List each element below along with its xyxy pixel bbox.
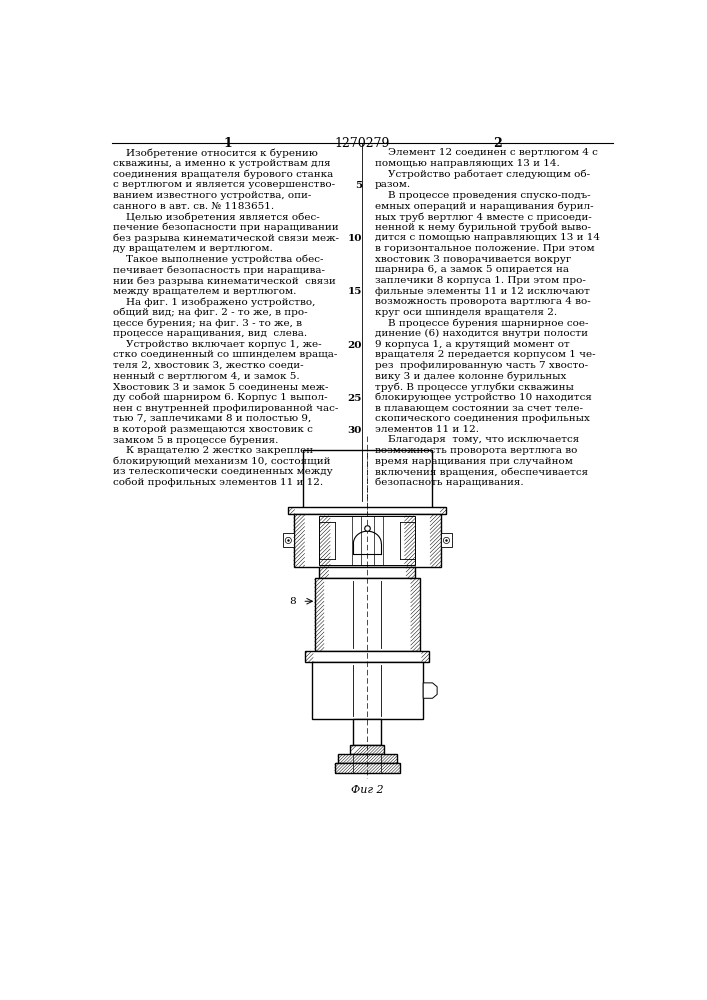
Text: Хвостовик 3 и замок 5 соединены меж-: Хвостовик 3 и замок 5 соединены меж- [113, 382, 329, 391]
Text: возможность проворота вертлюга во: возможность проворота вертлюга во [375, 446, 578, 455]
Polygon shape [320, 567, 416, 578]
Text: ванием известного устройства, опи-: ванием известного устройства, опи- [113, 191, 312, 200]
Text: Фиг 2: Фиг 2 [351, 785, 384, 795]
Text: шарнира 6, а замок 5 опирается на: шарнира 6, а замок 5 опирается на [375, 265, 569, 274]
Text: ду собой шарниром 6. Корпус 1 выпол-: ду собой шарниром 6. Корпус 1 выпол- [113, 393, 328, 402]
Text: дится с помощью направляющих 13 и 14: дится с помощью направляющих 13 и 14 [375, 233, 600, 242]
Text: стко соединенный со шпинделем враща-: стко соединенный со шпинделем враща- [113, 350, 337, 359]
Text: замком 5 в процессе бурения.: замком 5 в процессе бурения. [113, 435, 279, 445]
Text: теля 2, хвостовик 3, жестко соеди-: теля 2, хвостовик 3, жестко соеди- [113, 361, 304, 370]
Text: Элемент 12 соединен с вертлюгом 4 с: Элемент 12 соединен с вертлюгом 4 с [375, 148, 598, 157]
Text: общий вид; на фиг. 2 - то же, в про-: общий вид; на фиг. 2 - то же, в про- [113, 308, 308, 317]
Text: собой профильных элементов 11 и 12.: собой профильных элементов 11 и 12. [113, 478, 323, 487]
Polygon shape [423, 683, 437, 698]
Polygon shape [283, 533, 293, 547]
Polygon shape [338, 754, 397, 763]
Text: Устройство включает корпус 1, же-: Устройство включает корпус 1, же- [113, 340, 322, 349]
Text: 20: 20 [347, 341, 362, 350]
Text: вращателя 2 передается корпусом 1 че-: вращателя 2 передается корпусом 1 че- [375, 350, 596, 359]
Text: возможность проворота вартлюга 4 во-: возможность проворота вартлюга 4 во- [375, 297, 591, 306]
Text: Изобретение относится к бурению: Изобретение относится к бурению [113, 148, 318, 158]
Text: ду вращателем и вертлюгом.: ду вращателем и вертлюгом. [113, 244, 273, 253]
Polygon shape [315, 578, 420, 651]
Text: тью 7, заплечиками 8 и полостью 9,: тью 7, заплечиками 8 и полостью 9, [113, 414, 311, 423]
Text: 15: 15 [348, 287, 362, 296]
Text: блокирующий механизм 10, состоящий: блокирующий механизм 10, состоящий [113, 457, 331, 466]
Text: 30: 30 [348, 426, 362, 435]
Text: печивает безопасность при наращива-: печивает безопасность при наращива- [113, 265, 325, 275]
Polygon shape [354, 719, 381, 745]
Text: ненный с вертлюгом 4, и замок 5.: ненный с вертлюгом 4, и замок 5. [113, 372, 300, 381]
Text: 1: 1 [223, 137, 233, 150]
Text: фильные элементы 11 и 12 исключают: фильные элементы 11 и 12 исключают [375, 287, 590, 296]
Text: между вращателем и вертлюгом.: между вращателем и вертлюгом. [113, 287, 296, 296]
Text: вику 3 и далее колонне бурильных: вику 3 и далее колонне бурильных [375, 372, 566, 381]
Text: динение (6) находится внутри полости: динение (6) находится внутри полости [375, 329, 588, 338]
Text: 10: 10 [347, 234, 362, 243]
Text: санного в авт. св. № 1183651.: санного в авт. св. № 1183651. [113, 202, 274, 211]
Text: без разрыва кинематической связи меж-: без разрыва кинематической связи меж- [113, 233, 339, 243]
Text: безопасноть наращивания.: безопасноть наращивания. [375, 478, 524, 487]
Text: блокирующее устройство 10 находится: блокирующее устройство 10 находится [375, 393, 592, 402]
Text: скважины, а именно к устройствам для: скважины, а именно к устройствам для [113, 159, 331, 168]
Text: с вертлюгом и является усовершенство-: с вертлюгом и является усовершенство- [113, 180, 335, 189]
Text: 8: 8 [290, 597, 296, 606]
Text: 25: 25 [348, 394, 362, 403]
Text: В процессе проведения спуско-подъ-: В процессе проведения спуско-подъ- [375, 191, 591, 200]
Text: Благодаря  тому, что исключается: Благодаря тому, что исключается [375, 435, 579, 444]
Text: в плавающем состоянии за счет теле-: в плавающем состоянии за счет теле- [375, 404, 583, 413]
Text: цессе бурения; на фиг. 3 - то же, в: цессе бурения; на фиг. 3 - то же, в [113, 319, 302, 328]
Text: из телескопически соединенных между: из телескопически соединенных между [113, 467, 333, 476]
Text: соединения вращателя бурового станка: соединения вращателя бурового станка [113, 170, 334, 179]
Polygon shape [351, 745, 385, 754]
Text: ненной к нему бурильной трубой выво-: ненной к нему бурильной трубой выво- [375, 223, 591, 232]
Text: ных труб вертлюг 4 вместе с присоеди-: ных труб вертлюг 4 вместе с присоеди- [375, 212, 592, 222]
Text: включения вращения, обеспечивается: включения вращения, обеспечивается [375, 467, 588, 477]
Polygon shape [320, 516, 416, 565]
Polygon shape [293, 514, 441, 567]
Text: Такое выполнение устройства обес-: Такое выполнение устройства обес- [113, 255, 324, 264]
Polygon shape [312, 662, 423, 719]
Text: круг оси шпинделя вращателя 2.: круг оси шпинделя вращателя 2. [375, 308, 557, 317]
Text: рез  профилированную часть 7 хвосто-: рез профилированную часть 7 хвосто- [375, 361, 588, 370]
Text: 2: 2 [493, 137, 502, 150]
Text: 5: 5 [355, 181, 362, 190]
Text: хвостовик 3 поворачивается вокруг: хвостовик 3 поворачивается вокруг [375, 255, 571, 264]
Polygon shape [288, 507, 446, 514]
Polygon shape [303, 450, 432, 513]
Text: разом.: разом. [375, 180, 411, 189]
Text: элементов 11 и 12.: элементов 11 и 12. [375, 425, 479, 434]
Text: печение безопасности при наращивании: печение безопасности при наращивании [113, 223, 339, 232]
Text: нии без разрыва кинематической  связи: нии без разрыва кинематической связи [113, 276, 336, 286]
Text: На фиг. 1 изображено устройство,: На фиг. 1 изображено устройство, [113, 297, 315, 307]
Text: Целью изобретения является обес-: Целью изобретения является обес- [113, 212, 320, 222]
Text: К вращателю 2 жестко закреплен: К вращателю 2 жестко закреплен [113, 446, 313, 455]
Text: время наращивания при случайном: время наращивания при случайном [375, 457, 573, 466]
Text: 9 корпуса 1, а крутящий момент от: 9 корпуса 1, а крутящий момент от [375, 340, 570, 349]
Text: в которой размещаются хвостовик с: в которой размещаются хвостовик с [113, 425, 313, 434]
Text: емных операций и наращивания бурил-: емных операций и наращивания бурил- [375, 202, 594, 211]
Text: скопического соединения профильных: скопического соединения профильных [375, 414, 590, 423]
Text: 1270279: 1270279 [334, 137, 390, 150]
Text: процессе наращивания, вид  слева.: процессе наращивания, вид слева. [113, 329, 308, 338]
Text: труб. В процессе углубки скважины: труб. В процессе углубки скважины [375, 382, 574, 392]
Text: заплечики 8 корпуса 1. При этом про-: заплечики 8 корпуса 1. При этом про- [375, 276, 586, 285]
Polygon shape [335, 763, 400, 773]
Text: в горизонтальное положение. При этом: в горизонтальное положение. При этом [375, 244, 595, 253]
Polygon shape [441, 533, 452, 547]
Text: В процессе бурения шарнирное сое-: В процессе бурения шарнирное сое- [375, 319, 589, 328]
Text: нен с внутренней профилированной час-: нен с внутренней профилированной час- [113, 404, 339, 413]
Text: Устройство работает следующим об-: Устройство работает следующим об- [375, 170, 590, 179]
Polygon shape [305, 651, 429, 662]
Text: помощью направляющих 13 и 14.: помощью направляющих 13 и 14. [375, 159, 560, 168]
